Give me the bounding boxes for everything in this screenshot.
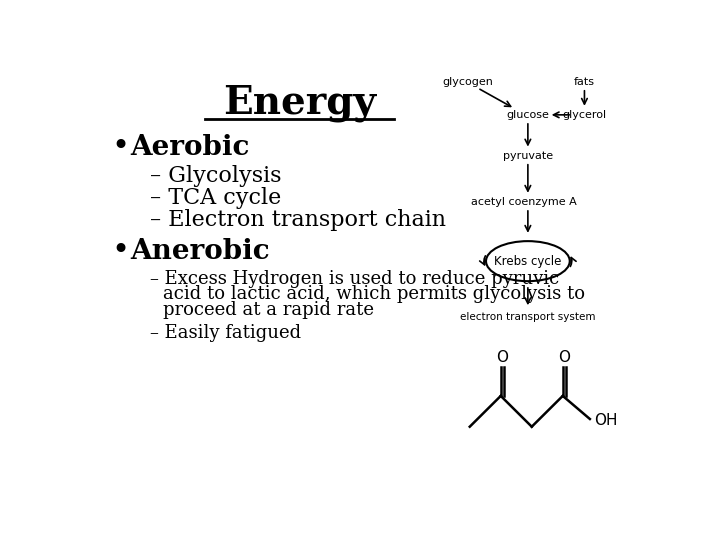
Text: – TCA cycle: – TCA cycle xyxy=(150,187,282,209)
Text: proceed at a rapid rate: proceed at a rapid rate xyxy=(163,301,374,319)
Text: – Easily fatigued: – Easily fatigued xyxy=(150,324,302,342)
Text: acetyl coenzyme A: acetyl coenzyme A xyxy=(471,197,577,207)
Text: electron transport system: electron transport system xyxy=(460,312,595,322)
Text: Energy: Energy xyxy=(222,84,376,122)
Text: fats: fats xyxy=(574,77,595,87)
Text: – Excess Hydrogen is used to reduce pyruvic: – Excess Hydrogen is used to reduce pyru… xyxy=(150,270,559,288)
Text: OH: OH xyxy=(594,413,617,428)
Text: Krebs cycle: Krebs cycle xyxy=(494,255,562,268)
Text: •: • xyxy=(112,132,130,164)
Text: Anerobic: Anerobic xyxy=(130,238,270,265)
Text: •: • xyxy=(112,235,130,267)
Text: glucose: glucose xyxy=(506,110,549,120)
Text: glycerol: glycerol xyxy=(562,110,606,120)
Text: Aerobic: Aerobic xyxy=(130,134,250,161)
Text: – Electron transport chain: – Electron transport chain xyxy=(150,208,446,231)
Text: pyruvate: pyruvate xyxy=(503,151,553,161)
Text: acid to lactic acid, which permits glycolysis to: acid to lactic acid, which permits glyco… xyxy=(163,285,585,303)
Text: O: O xyxy=(558,350,570,365)
Text: glycogen: glycogen xyxy=(443,77,494,87)
Text: – Glycolysis: – Glycolysis xyxy=(150,165,282,187)
Text: O: O xyxy=(496,350,508,365)
